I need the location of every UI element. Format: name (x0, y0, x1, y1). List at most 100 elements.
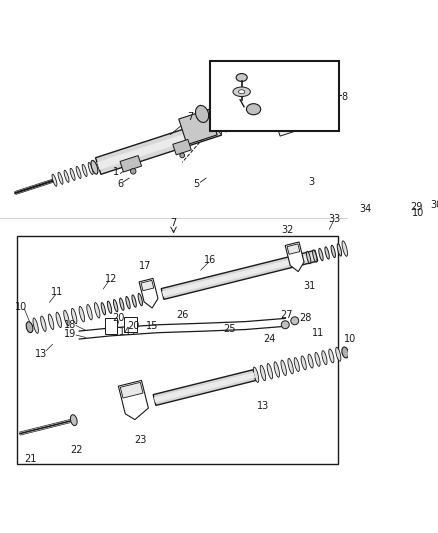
Bar (124, 317, 137, 333)
Polygon shape (262, 75, 306, 136)
Polygon shape (120, 156, 141, 172)
Ellipse shape (348, 239, 353, 255)
Ellipse shape (335, 348, 340, 361)
Ellipse shape (390, 229, 395, 244)
Text: 10: 10 (343, 334, 356, 344)
Ellipse shape (215, 120, 221, 134)
Ellipse shape (307, 354, 312, 368)
Bar (104, 318, 117, 334)
Ellipse shape (355, 237, 360, 253)
Ellipse shape (290, 317, 298, 325)
Ellipse shape (132, 295, 136, 307)
Polygon shape (285, 242, 304, 272)
Ellipse shape (107, 301, 111, 313)
Ellipse shape (241, 111, 247, 125)
Polygon shape (173, 140, 191, 155)
Text: 14: 14 (119, 327, 131, 337)
Ellipse shape (423, 225, 428, 231)
Text: 2: 2 (230, 69, 237, 78)
Text: 34: 34 (358, 204, 370, 214)
Bar (18, 236, 338, 464)
Text: 7: 7 (170, 219, 176, 228)
Ellipse shape (71, 309, 77, 324)
Ellipse shape (221, 118, 226, 132)
Polygon shape (162, 253, 316, 297)
Ellipse shape (414, 223, 419, 228)
Text: 28: 28 (298, 313, 311, 324)
Ellipse shape (236, 114, 242, 127)
Ellipse shape (362, 236, 367, 251)
Polygon shape (97, 123, 219, 170)
Ellipse shape (341, 347, 348, 358)
Text: 20: 20 (127, 321, 139, 332)
Ellipse shape (56, 312, 61, 328)
Text: 7: 7 (187, 112, 193, 122)
Ellipse shape (126, 296, 130, 309)
Text: 10: 10 (411, 208, 424, 218)
Polygon shape (95, 118, 221, 174)
Polygon shape (178, 109, 217, 144)
Text: 15: 15 (146, 321, 158, 332)
Ellipse shape (64, 310, 69, 326)
Text: 22: 22 (71, 446, 83, 456)
Ellipse shape (247, 110, 252, 124)
Ellipse shape (324, 247, 328, 259)
Text: 26: 26 (176, 310, 188, 320)
Ellipse shape (312, 250, 316, 262)
Ellipse shape (144, 292, 148, 304)
Text: 5: 5 (193, 180, 199, 190)
Ellipse shape (260, 365, 265, 381)
Ellipse shape (318, 248, 322, 261)
Ellipse shape (314, 352, 319, 366)
Ellipse shape (120, 298, 124, 310)
Ellipse shape (180, 153, 184, 158)
Text: 13: 13 (257, 401, 269, 411)
Ellipse shape (408, 227, 415, 237)
Ellipse shape (267, 364, 272, 379)
Ellipse shape (79, 306, 85, 322)
Text: 32: 32 (280, 224, 293, 235)
Ellipse shape (280, 360, 286, 376)
Ellipse shape (341, 241, 347, 256)
Ellipse shape (257, 107, 262, 120)
Text: 13: 13 (35, 349, 47, 359)
Ellipse shape (236, 74, 247, 82)
Ellipse shape (87, 304, 92, 320)
Ellipse shape (290, 99, 294, 107)
Text: 29: 29 (409, 202, 421, 212)
Text: 18: 18 (64, 320, 76, 330)
Ellipse shape (281, 321, 289, 329)
Ellipse shape (383, 230, 388, 246)
Ellipse shape (336, 244, 341, 256)
Ellipse shape (82, 164, 87, 176)
Ellipse shape (231, 115, 237, 128)
Text: 3: 3 (307, 177, 314, 187)
Text: 11: 11 (51, 287, 64, 297)
Text: 6: 6 (117, 179, 123, 189)
Ellipse shape (328, 349, 333, 363)
Ellipse shape (52, 174, 57, 187)
Ellipse shape (138, 293, 142, 306)
Polygon shape (118, 381, 148, 419)
Ellipse shape (287, 358, 293, 374)
Ellipse shape (48, 314, 54, 329)
Ellipse shape (91, 160, 98, 174)
Bar (209, 61, 339, 131)
Ellipse shape (246, 103, 260, 115)
Polygon shape (161, 251, 317, 300)
Ellipse shape (300, 356, 306, 370)
Text: 12: 12 (105, 273, 117, 284)
Ellipse shape (233, 87, 250, 96)
Text: 9: 9 (280, 106, 286, 116)
Ellipse shape (26, 322, 33, 333)
Ellipse shape (94, 303, 100, 318)
Polygon shape (139, 278, 158, 308)
Ellipse shape (396, 227, 402, 243)
Ellipse shape (293, 358, 299, 372)
Ellipse shape (273, 362, 279, 377)
Text: 19: 19 (64, 329, 76, 339)
Polygon shape (153, 370, 255, 406)
Text: 23: 23 (134, 435, 146, 445)
Text: 30: 30 (429, 200, 438, 209)
Ellipse shape (226, 117, 231, 130)
